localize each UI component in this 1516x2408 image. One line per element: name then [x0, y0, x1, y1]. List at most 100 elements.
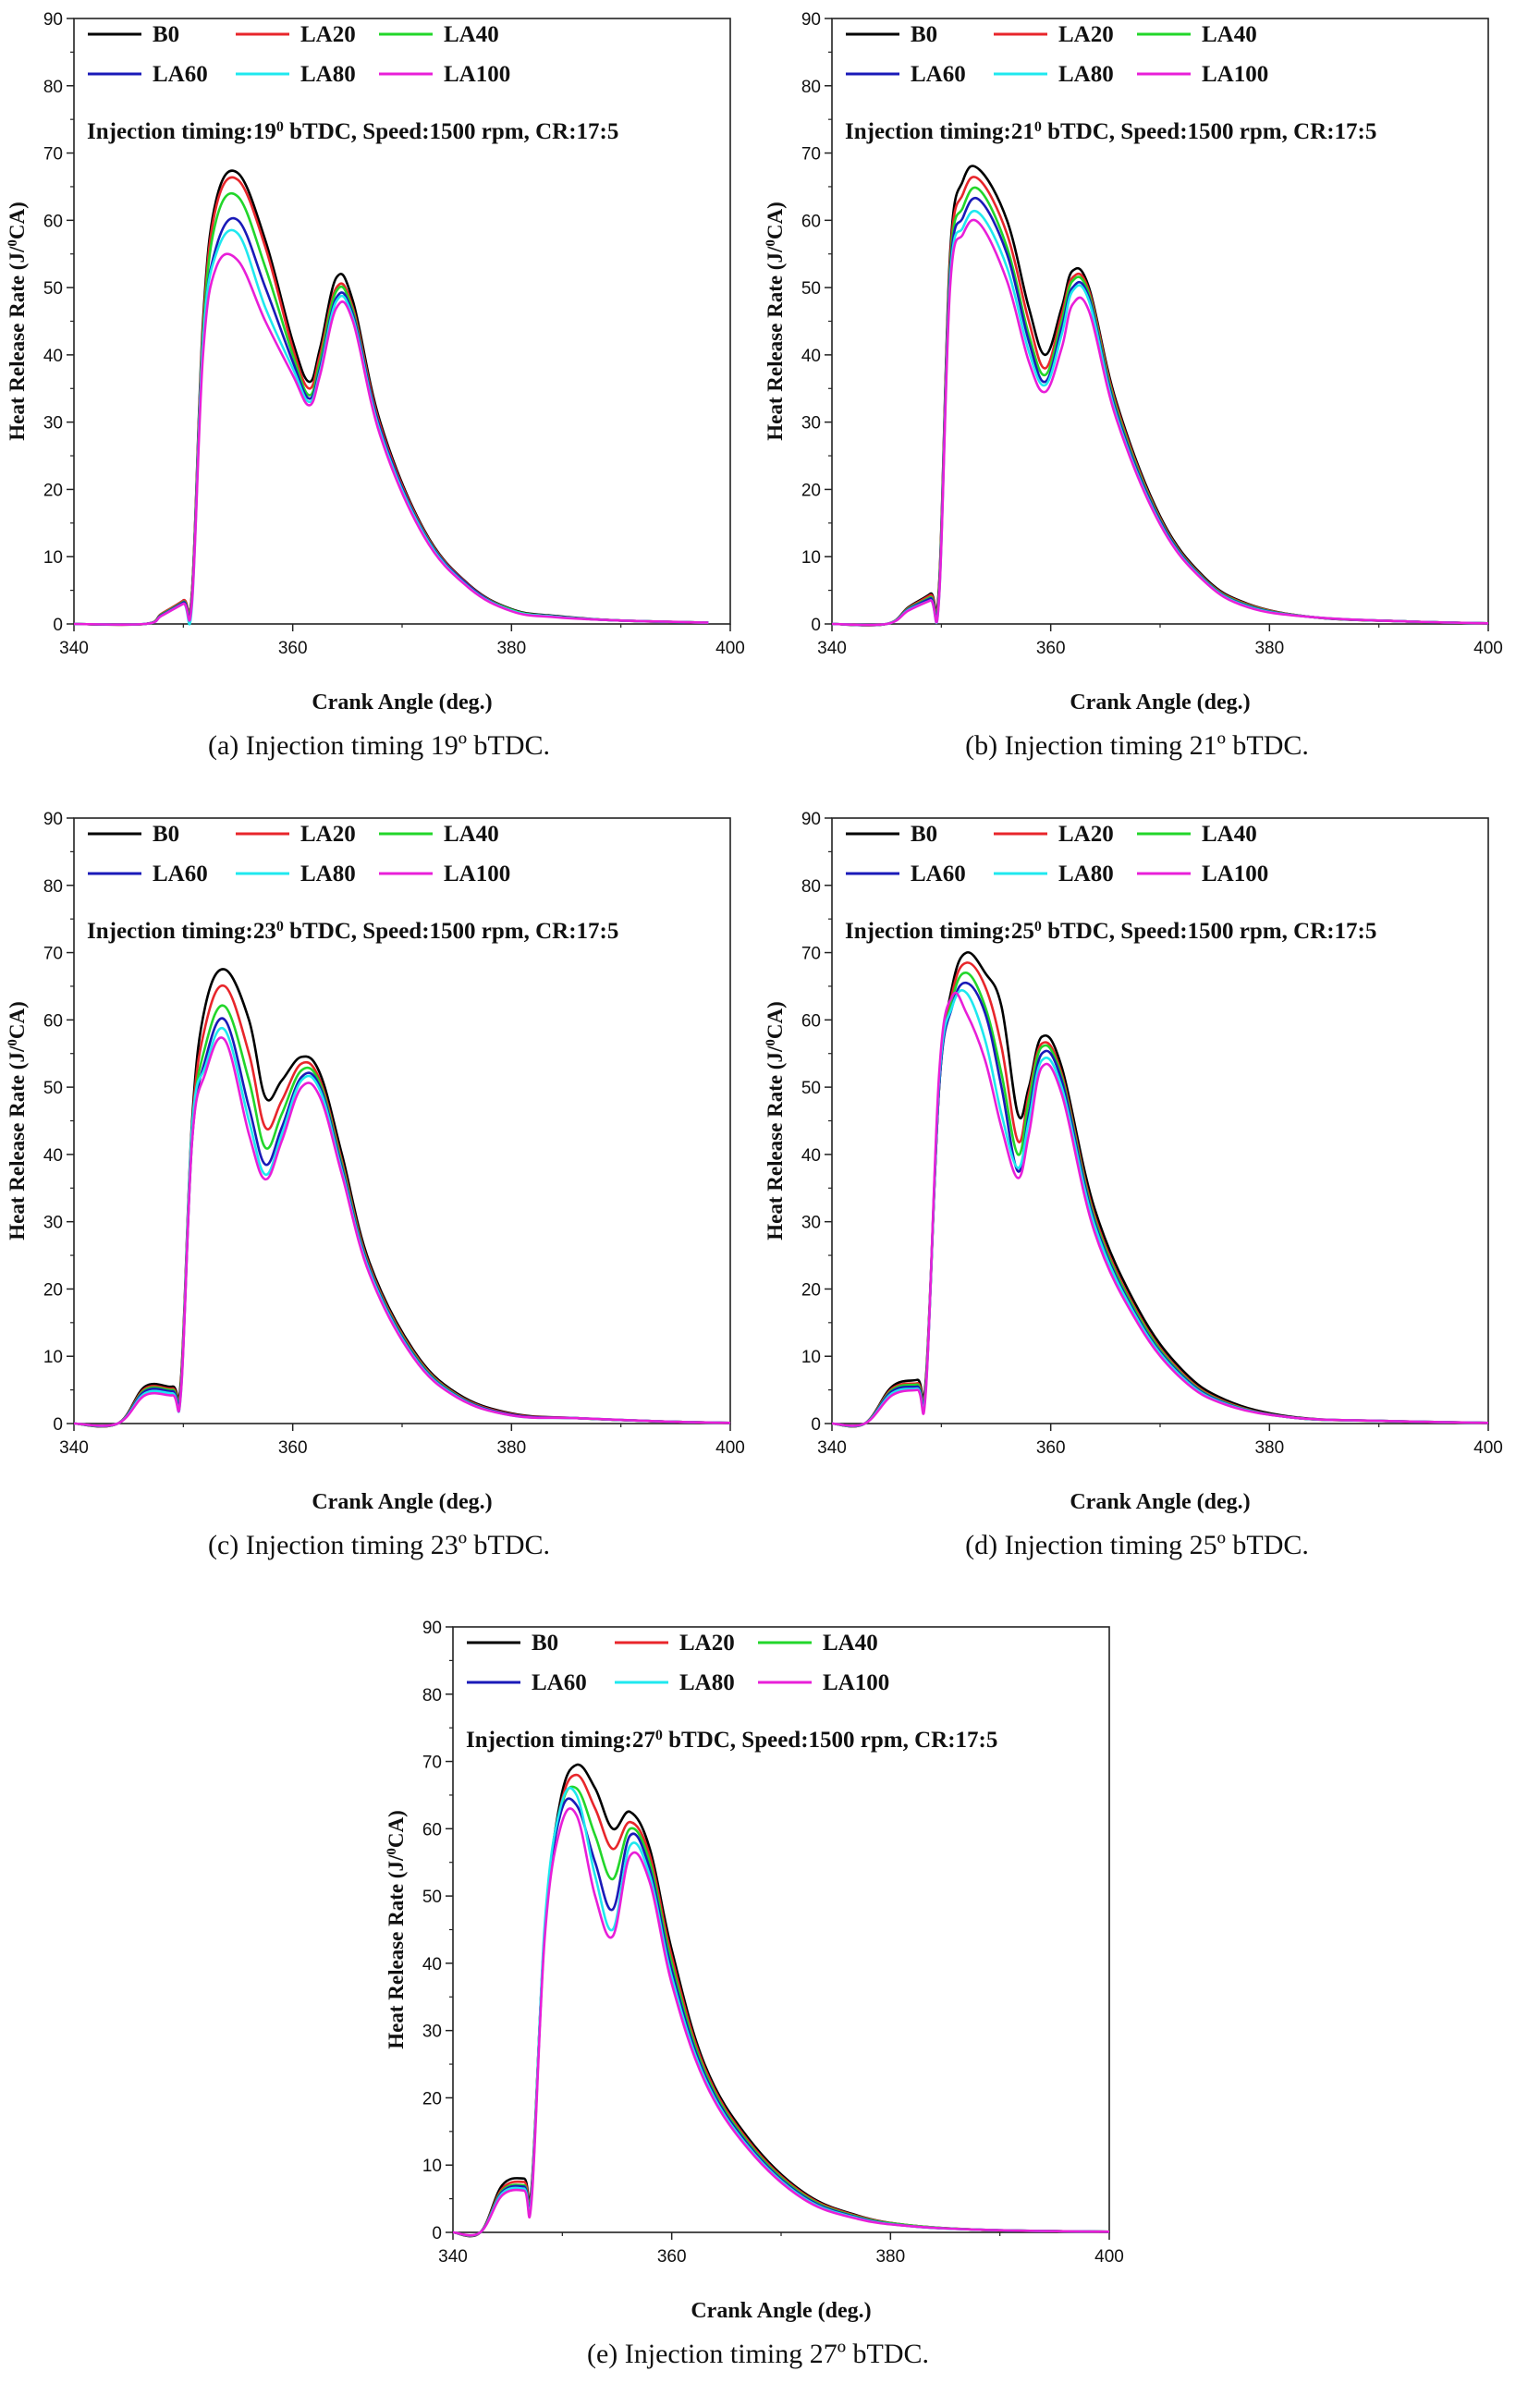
x-tick-label-d-340: 340: [817, 1438, 847, 1458]
y-tick-label-c-70: 70: [43, 945, 63, 964]
y-tick-label-a-80: 80: [43, 78, 63, 97]
legend-label-c-la60: LA60: [153, 862, 208, 886]
legend-label-a-la20: LA20: [300, 22, 356, 47]
annotation-e: Injection timing:270 bTDC, Speed:1500 rp…: [466, 1728, 997, 1754]
legend-label-a-la100: LA100: [444, 62, 510, 87]
series-line-c-la80: [73, 1026, 731, 1427]
x-tick-label-d-360: 360: [1036, 1438, 1066, 1458]
y-axis-label-superscript-c: 0: [6, 1039, 20, 1046]
panel-e: 0 10 20 30 40 50 60 70 80 90 340 360 380 400 Crank Ang…: [379, 1608, 1137, 2408]
legend-label-c-b0: B0: [153, 822, 179, 847]
x-tick-label-c-340: 340: [59, 1438, 89, 1458]
y-tick-label-b-90: 90: [801, 10, 821, 30]
series-line-e-la80: [452, 1786, 1110, 2237]
y-axis-label-superscript-e: 0: [385, 1848, 399, 1855]
legend-label-e-la40: LA40: [823, 1631, 878, 1656]
x-tick-label-b-400: 400: [1473, 639, 1503, 658]
x-axis-label-a: Crank Angle (deg.): [312, 691, 492, 715]
legend-label-b-b0: B0: [911, 22, 937, 47]
caption-c: (c) Injection timing 23º bTDC.: [207, 1530, 551, 1560]
y-tick-label-b-60: 60: [801, 212, 821, 231]
y-tick-label-d-80: 80: [801, 877, 821, 897]
x-tick-label-b-340: 340: [817, 639, 847, 658]
y-tick-label-c-80: 80: [43, 877, 63, 897]
y-tick-label-d-90: 90: [801, 810, 821, 829]
y-axis-label-c: Heat Release Rate (J/0CA): [6, 1001, 29, 1241]
x-tick-label-b-380: 380: [1254, 639, 1284, 658]
x-tick-label-e-400: 400: [1094, 2247, 1124, 2267]
series-line-b-la100: [831, 218, 1489, 627]
y-tick-label-d-70: 70: [801, 945, 821, 964]
panel-a: 0 10 20 30 40 50 60 70 80 90 340 360 380 400 Crank Ang…: [0, 0, 758, 800]
y-axis-label-d: Heat Release Rate (J/0CA): [764, 1001, 787, 1241]
y-tick-label-e-60: 60: [422, 1820, 442, 1840]
legend-label-d-la80: LA80: [1058, 862, 1114, 886]
panel-c: 0 10 20 30 40 50 60 70 80 90 340 360 380 400 Crank Ang…: [0, 800, 758, 1599]
y-tick-label-c-0: 0: [53, 1415, 63, 1435]
caption-b: (b) Injection timing 21º bTDC.: [965, 730, 1309, 761]
plot-frame-b: [831, 18, 1489, 625]
legend-label-b-la40: LA40: [1202, 22, 1257, 47]
legend-label-b-la20: LA20: [1058, 22, 1114, 47]
y-tick-label-d-40: 40: [801, 1146, 821, 1166]
series-line-a-la40: [73, 191, 709, 627]
series-line-a-la20: [73, 176, 709, 627]
series-line-a-la60: [73, 216, 709, 627]
y-axis-label-superscript-b: 0: [764, 239, 778, 247]
series-line-b-b0: [831, 165, 1489, 627]
series-line-c-b0: [73, 968, 731, 1428]
y-tick-label-d-10: 10: [801, 1348, 821, 1367]
legend-label-e-la80: LA80: [679, 1670, 735, 1695]
y-tick-label-c-60: 60: [43, 1011, 63, 1031]
series-line-b-la60: [831, 196, 1489, 627]
heat-release-chart-e: 0 10 20 30 40 50 60 70 80 90 340 360 380 400 Crank Ang…: [385, 1619, 1124, 2323]
series-line-a-b0: [73, 169, 709, 627]
annotation-superscript-a: 0: [276, 119, 284, 135]
y-tick-label-c-30: 30: [43, 1214, 63, 1233]
y-tick-label-b-30: 30: [801, 414, 821, 434]
caption-a: (a) Injection timing 19º bTDC.: [207, 730, 551, 761]
y-tick-label-c-90: 90: [43, 810, 63, 829]
x-tick-label-a-380: 380: [496, 639, 526, 658]
plot-frame-e: [452, 1626, 1110, 2233]
y-tick-label-e-50: 50: [422, 1888, 442, 1907]
y-axis-label-superscript-a: 0: [6, 239, 20, 247]
x-axis-label-b: Crank Angle (deg.): [1070, 691, 1250, 715]
y-tick-label-a-90: 90: [43, 10, 63, 30]
x-tick-label-c-400: 400: [715, 1438, 745, 1458]
series-line-e-la100: [452, 1807, 1110, 2237]
y-axis-label-e: Heat Release Rate (J/0CA): [385, 1810, 408, 2049]
y-tick-label-b-70: 70: [801, 145, 821, 165]
legend-label-e-la60: LA60: [532, 1670, 587, 1695]
y-tick-label-d-0: 0: [811, 1415, 821, 1435]
x-axis-label-d: Crank Angle (deg.): [1070, 1490, 1250, 1514]
series-line-e-la20: [452, 1773, 1110, 2238]
series-line-d-la40: [831, 972, 1489, 1428]
annotation-superscript-d: 0: [1034, 919, 1042, 935]
legend-label-d-la20: LA20: [1058, 822, 1114, 847]
y-tick-label-e-10: 10: [422, 2157, 442, 2176]
y-tick-label-b-50: 50: [801, 279, 821, 299]
y-tick-label-c-10: 10: [43, 1348, 63, 1367]
y-tick-label-d-50: 50: [801, 1079, 821, 1098]
x-tick-label-d-380: 380: [1254, 1438, 1284, 1458]
annotation-superscript-b: 0: [1034, 119, 1042, 135]
y-tick-label-b-10: 10: [801, 548, 821, 568]
caption-e: (e) Injection timing 27º bTDC.: [586, 2339, 930, 2369]
y-tick-label-a-60: 60: [43, 212, 63, 231]
series-line-d-la100: [831, 991, 1489, 1427]
legend-label-a-la80: LA80: [300, 62, 356, 87]
x-tick-label-a-340: 340: [59, 639, 89, 658]
y-tick-label-c-50: 50: [43, 1079, 63, 1098]
heat-release-chart-a: 0 10 20 30 40 50 60 70 80 90 340 360 380 400 Crank Ang…: [6, 10, 745, 715]
legend-label-b-la80: LA80: [1058, 62, 1114, 87]
legend-label-d-la100: LA100: [1202, 862, 1268, 886]
y-axis-label-superscript-d: 0: [764, 1039, 778, 1046]
annotation-b: Injection timing:210 bTDC, Speed:1500 rp…: [845, 119, 1376, 145]
series-line-d-la80: [831, 989, 1489, 1427]
y-tick-label-a-70: 70: [43, 145, 63, 165]
y-tick-label-d-60: 60: [801, 1011, 821, 1031]
y-tick-label-e-40: 40: [422, 1955, 442, 1974]
panel-d: 0 10 20 30 40 50 60 70 80 90 340 360 380 400 Crank Ang…: [758, 800, 1516, 1599]
y-tick-label-c-40: 40: [43, 1146, 63, 1166]
